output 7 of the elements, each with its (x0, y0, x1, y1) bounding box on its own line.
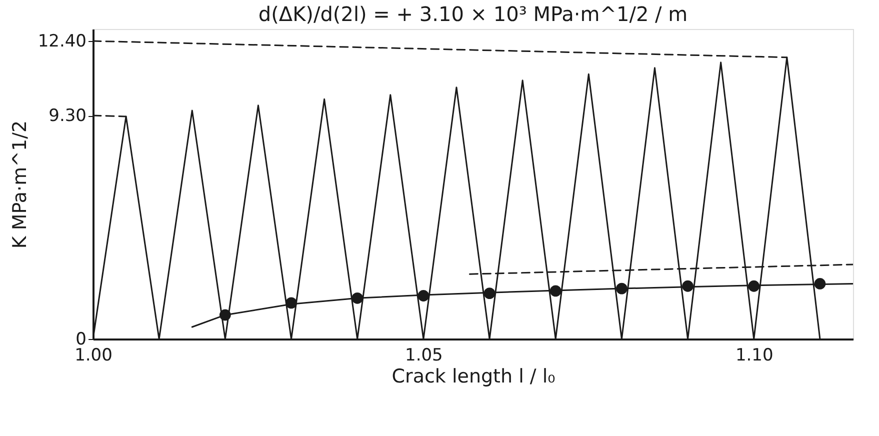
x-tick-label: 1.10 (735, 346, 774, 366)
y-tick-label: 12.40 (38, 32, 86, 52)
chart-title: d(ΔK)/d(2l) = + 3.10 × 10³ MPa·m^1/2 / m (258, 2, 688, 26)
y-axis-title: K MPa·m^1/2 (8, 120, 31, 249)
x-tick-label: 1.05 (405, 346, 443, 366)
y-tick-label: 9.30 (48, 106, 86, 126)
x-axis-title: Crack length l / l₀ (392, 366, 556, 388)
